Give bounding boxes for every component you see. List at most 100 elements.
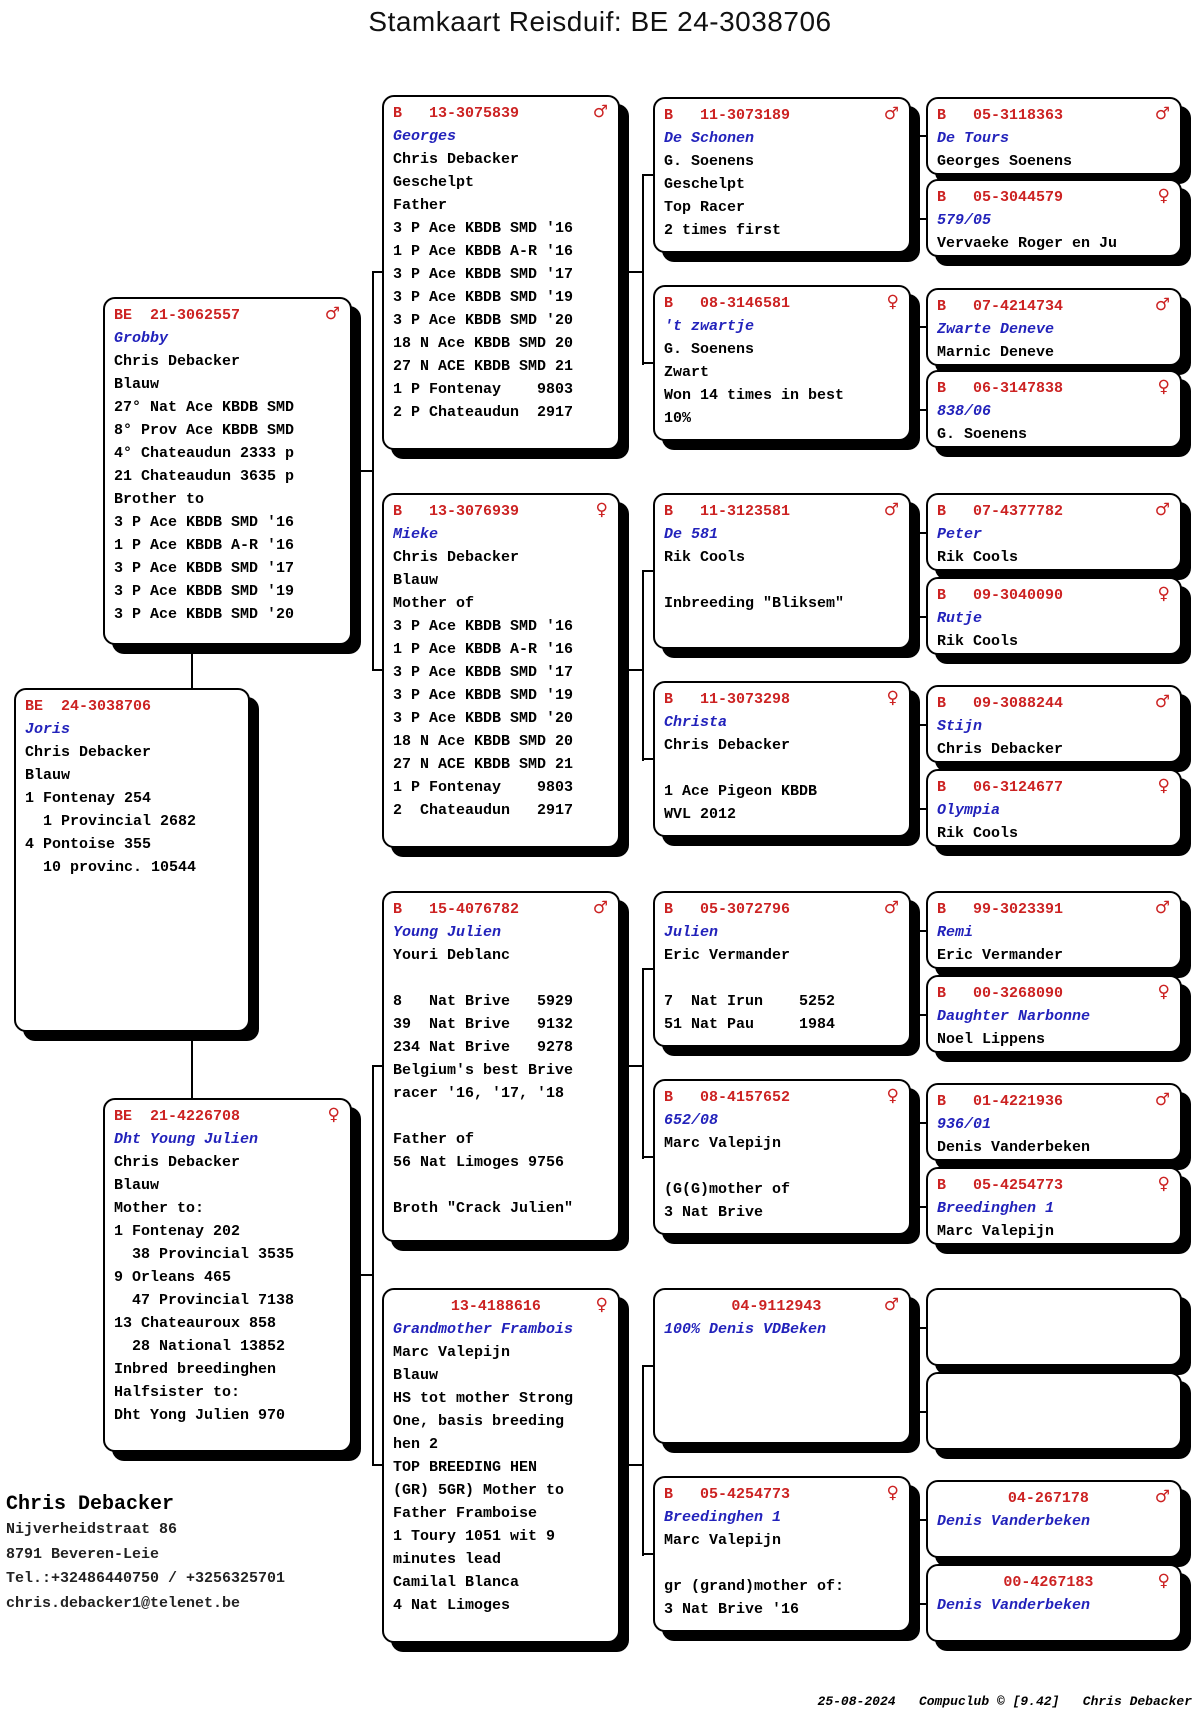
achievement-lines: 7 Nat Irun 5252 51 Nat Pau 1984 xyxy=(664,993,836,1033)
connector-line xyxy=(918,1014,926,1016)
pedigree-box-peter: B 07-4377782 ♂ Peter Rik Cools xyxy=(926,493,1182,571)
ring-number: B 00-3268090 xyxy=(937,985,1064,1002)
male-icon: ♂ xyxy=(324,304,340,324)
owner-name: Chris Debacker xyxy=(6,1493,175,1516)
ring-row: B 00-3268090 ♀ xyxy=(937,982,1174,1005)
pigeon-name: Breedinghen 1 xyxy=(664,1509,782,1526)
achievement-lines: Blauw Mother to: 1 Fontenay 202 38 Provinc… xyxy=(114,1177,295,1424)
ring-row: 13-4188616 ♀ xyxy=(393,1295,612,1318)
ring-number: 13-4188616 xyxy=(450,1298,541,1315)
connector-line xyxy=(372,271,374,671)
pedigree-box-652-08: B 08-4157652 ♀ 652/08 Marc Valepijn (G(G)… xyxy=(653,1079,911,1235)
connector-line xyxy=(918,724,920,810)
ring-row: B 05-4254773 ♀ xyxy=(664,1483,903,1506)
pedigree-box-frambois: 13-4188616 ♀ Grandmother Frambois Marc Va… xyxy=(382,1288,620,1643)
ring-number: 04-267178 xyxy=(1007,1490,1089,1507)
fancier-name: Rik Cools xyxy=(937,549,1019,566)
ring-number: B 11-3073298 xyxy=(664,691,791,708)
pigeon-name: Joris xyxy=(25,721,71,738)
pedigree-box-breedinghen-g4: B 05-4254773 ♀ Breedinghen 1 Marc Valepij… xyxy=(653,1476,911,1632)
male-icon: ♂ xyxy=(883,104,899,124)
connector-line xyxy=(620,271,642,273)
fancier-name: Rik Cools xyxy=(664,549,746,566)
fancier-name: Eric Vermander xyxy=(664,947,791,964)
connector-line xyxy=(191,645,193,688)
female-icon: ♀ xyxy=(886,292,899,312)
male-icon: ♂ xyxy=(592,102,608,122)
pedigree-box-de-tours: B 05-3118363 ♂ De Tours Georges Soenens xyxy=(926,97,1182,175)
ring-number: 00-4267183 xyxy=(1003,1574,1094,1591)
fancier-name: Rik Cools xyxy=(937,825,1019,842)
pedigree-box-vdbeken-943: 04-9112943 ♂ 100% Denis VDBeken xyxy=(653,1288,911,1444)
pigeon-name: De 581 xyxy=(664,526,719,543)
pedigree-box-838-06: B 06-3147838 ♀ 838/06 G. Soenens xyxy=(926,370,1182,448)
ring-number: BE 24-3038706 xyxy=(25,698,152,715)
ring-row: 04-267178 ♂ xyxy=(937,1487,1174,1510)
owner-phone: Tel.:+32486440750 / +3256325701 xyxy=(6,1570,286,1587)
fancier-name: Denis Vanderbeken xyxy=(937,1139,1091,1156)
pedigree-box-young-julien: B 15-4076782 ♂ Young Julien Youri Deblanc… xyxy=(382,891,620,1242)
owner-email: chris.debacker1@telenet.be xyxy=(6,1594,241,1612)
pedigree-box-georges: B 13-3075839 ♂ Georges Chris Debacker Ges… xyxy=(382,95,620,450)
male-icon: ♂ xyxy=(1154,1090,1170,1110)
male-icon: ♂ xyxy=(883,1295,899,1315)
connector-line xyxy=(918,1519,926,1521)
footer-credits: 25-08-2024 Compuclub © [9.42] Chris Deba… xyxy=(817,1694,1192,1709)
pigeon-name: Peter xyxy=(937,526,983,543)
achievement-lines: Blauw 27° Nat Ace KBDB SMD 8° Prov Ace KBD… xyxy=(114,376,295,623)
ring-number: B 13-3076939 xyxy=(393,503,520,520)
male-icon: ♂ xyxy=(1154,104,1170,124)
connector-line xyxy=(620,1464,642,1466)
female-icon: ♀ xyxy=(1157,1174,1170,1194)
female-icon: ♀ xyxy=(1157,186,1170,206)
pigeon-name: De Tours xyxy=(937,130,1010,147)
connector-line xyxy=(918,1327,920,1413)
fancier-name: G. Soenens xyxy=(664,341,755,358)
pigeon-name: Grandmother Frambois xyxy=(393,1321,574,1338)
connector-line xyxy=(642,570,653,572)
ring-number: B 07-4214734 xyxy=(937,298,1064,315)
connector-line xyxy=(642,570,644,761)
ring-row: B 11-3123581 ♂ xyxy=(664,500,903,523)
fancier-name: Chris Debacker xyxy=(664,737,791,754)
ring-number: B 11-3123581 xyxy=(664,503,791,520)
connector-line xyxy=(642,968,644,1159)
fancier-name: Marnic Deneve xyxy=(937,344,1055,361)
ring-row: B 11-3073298 ♀ xyxy=(664,688,903,711)
pedigree-box-stijn: B 09-3088244 ♂ Stijn Chris Debacker xyxy=(926,685,1182,763)
pedigree-box-de-581: B 11-3123581 ♂ De 581 Rik Cools Inbreedin… xyxy=(653,493,911,649)
pigeon-name: Mieke xyxy=(393,526,439,543)
pedigree-box-subject: BE 24-3038706 Joris Chris Debacker Blauw… xyxy=(14,688,250,1032)
connector-line xyxy=(918,930,926,932)
ring-row: B 07-4214734 ♂ xyxy=(937,295,1174,318)
pigeon-name: De Schonen xyxy=(664,130,755,147)
male-icon: ♂ xyxy=(1154,500,1170,520)
ring-row: 00-4267183 ♀ xyxy=(937,1571,1174,1594)
fancier-name: Marc Valepijn xyxy=(937,1223,1055,1240)
ring-number: B 06-3124677 xyxy=(937,779,1064,796)
pedigree-box-936-01: B 01-4221936 ♂ 936/01 Denis Vanderbeken xyxy=(926,1083,1182,1161)
ring-number: B 13-3075839 xyxy=(393,105,520,122)
pigeon-name: Christa xyxy=(664,714,728,731)
pigeon-name: Denis Vanderbeken xyxy=(937,1513,1091,1530)
connector-line xyxy=(642,968,653,970)
fancier-name: Georges Soenens xyxy=(937,153,1073,170)
pigeon-name: 579/05 xyxy=(937,212,992,229)
pigeon-name: Grobby xyxy=(114,330,169,347)
connector-line xyxy=(372,669,382,671)
female-icon: ♀ xyxy=(886,1483,899,1503)
ring-number: B 99-3023391 xyxy=(937,901,1064,918)
owner-block: Chris Debacker Nijverheidstraat 86 8791 … xyxy=(6,1492,285,1616)
ring-number: BE 21-4226708 xyxy=(114,1108,241,1125)
connector-line xyxy=(620,669,642,671)
ring-row: B 13-3076939 ♀ xyxy=(393,500,612,523)
pedigree-box-julien: B 05-3072796 ♂ Julien Eric Vermander 7 Na… xyxy=(653,891,911,1047)
connector-line xyxy=(372,1464,382,1466)
achievement-lines: Blauw HS tot mother Strong One, basis bree… xyxy=(393,1367,574,1614)
pedigree-box-mieke: B 13-3076939 ♀ Mieke Chris Debacker Blauw… xyxy=(382,493,620,848)
connector-line xyxy=(918,616,926,618)
pigeon-name: 652/08 xyxy=(664,1112,719,1129)
ring-number: B 09-3040090 xyxy=(937,587,1064,604)
female-icon: ♀ xyxy=(595,500,608,520)
female-icon: ♀ xyxy=(1157,1571,1170,1591)
